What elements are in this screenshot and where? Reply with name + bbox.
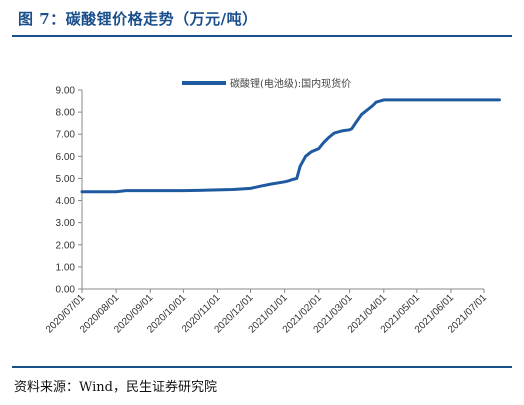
y-tick-label: 0.00 xyxy=(56,285,76,296)
y-tick-label: 5.00 xyxy=(56,174,76,185)
bottom-rule xyxy=(12,366,512,368)
y-tick-label: 9.00 xyxy=(56,86,76,97)
chart: 碳酸锂(电池级):国内现货价 0.00 1.00 2.00 3.00 4.00 5.00 6… xyxy=(44,77,501,336)
chart-axes: 0.00 1.00 2.00 3.00 4.00 5.00 6.00 7.00 8.00 9.00… xyxy=(44,86,489,336)
y-tick-label: 7.00 xyxy=(56,130,76,141)
y-tick-label: 8.00 xyxy=(56,108,76,119)
source-note: 资料来源：Wind，民生证券研究院 xyxy=(14,380,217,395)
chart-legend: 碳酸锂(电池级):国内现货价 xyxy=(182,77,351,90)
y-tick-label: 3.00 xyxy=(56,218,76,229)
figure-title: 图 7：碳酸锂价格走势（万元/吨） xyxy=(18,10,258,28)
y-tick-label: 2.00 xyxy=(56,240,76,251)
y-tick-label: 1.00 xyxy=(56,262,76,273)
top-rule xyxy=(12,35,512,37)
legend-label: 碳酸锂(电池级):国内现货价 xyxy=(230,77,351,90)
y-tick-label: 6.00 xyxy=(56,152,76,163)
y-tick-label: 4.00 xyxy=(56,196,76,207)
chart-plot xyxy=(80,98,501,194)
series-line xyxy=(80,98,501,194)
